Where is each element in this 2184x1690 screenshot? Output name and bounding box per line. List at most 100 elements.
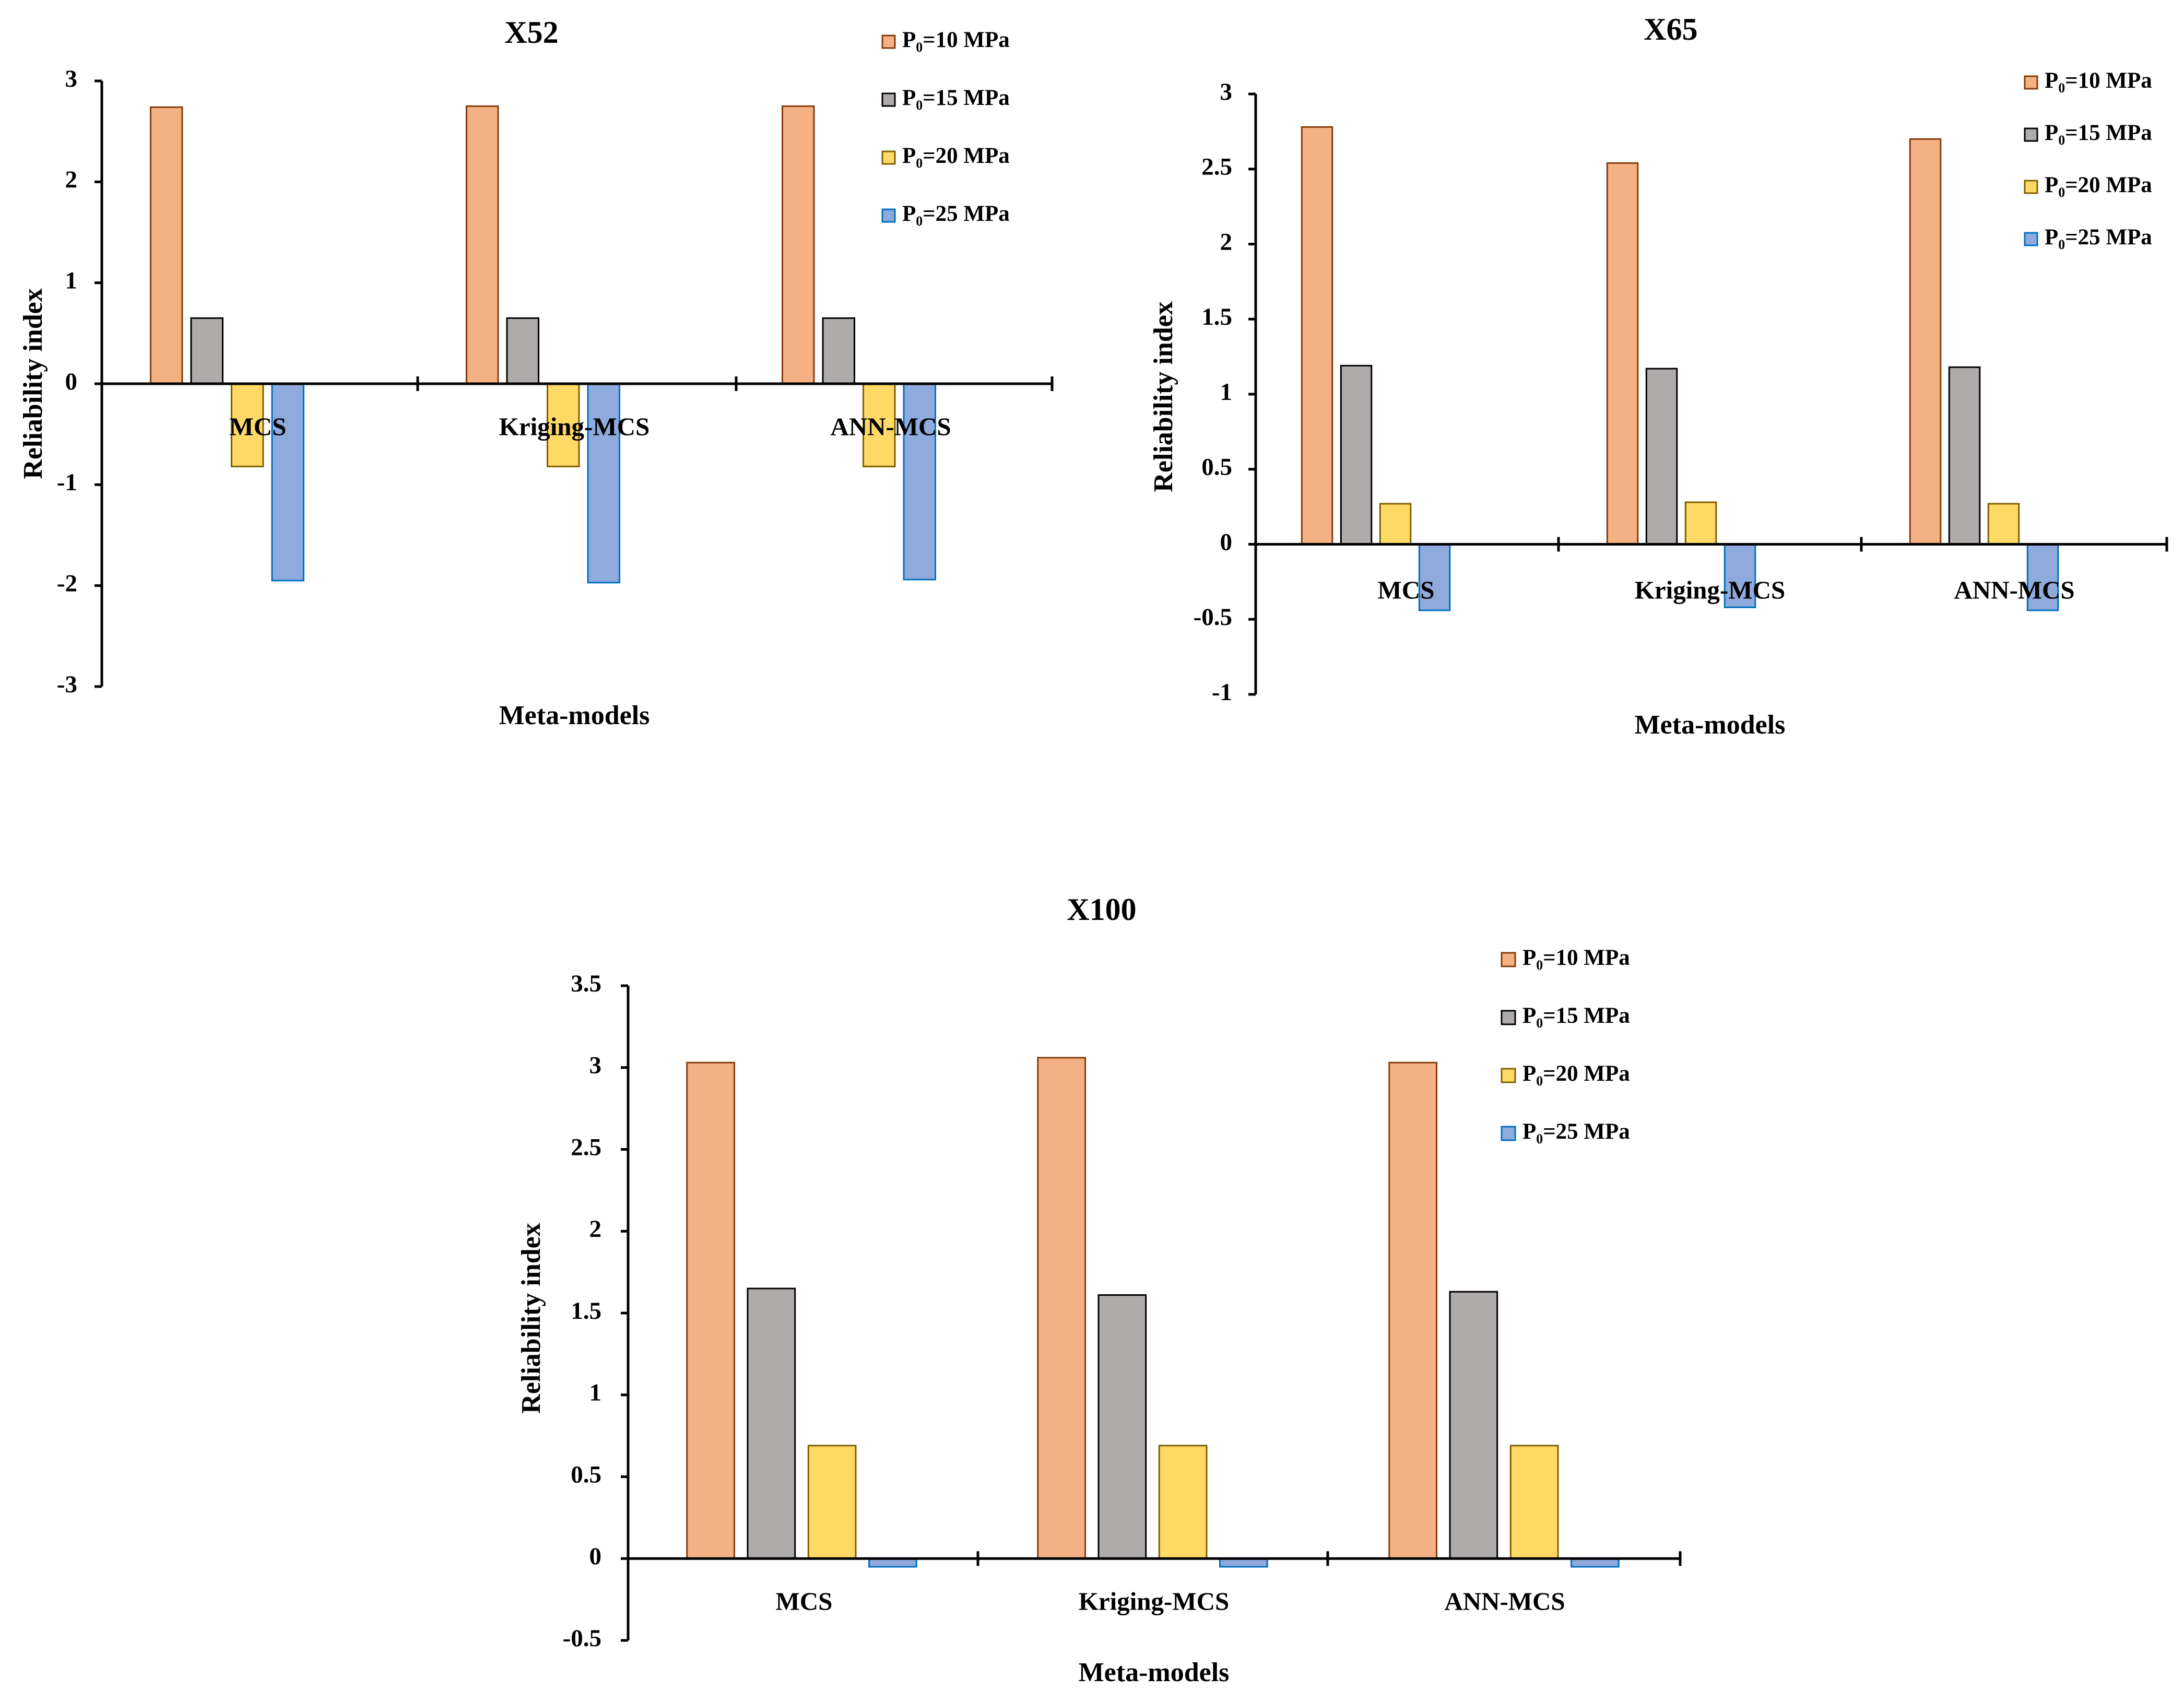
bar-kriging-mcs-series-1 (1606, 162, 1639, 546)
y-tick-label: -1 (57, 469, 77, 496)
legend-label: P₀=20 MPa (2045, 173, 2152, 197)
category-label: Kriging-MCS (1635, 575, 1786, 604)
category-label: ANN-MCS (1444, 1587, 1565, 1615)
chart-title: X52 (504, 15, 558, 50)
y-tick-label: 1 (1220, 379, 1233, 406)
y-tick-label: 1 (589, 1379, 602, 1407)
y-tick-label: 3 (65, 65, 78, 92)
y-tick-label: -2 (57, 570, 77, 597)
legend-label: P₀=15 MPa (1522, 1003, 1630, 1028)
category-label: ANN-MCS (1954, 575, 2074, 604)
legend-swatch (2024, 75, 2038, 90)
y-tick-label: -0.5 (563, 1625, 601, 1652)
legend-swatch (881, 34, 896, 49)
bar-mcs-series-3 (807, 1445, 857, 1559)
legend-label: P₀=25 MPa (902, 202, 1010, 226)
bar-ann-mcs-series-2 (1449, 1291, 1498, 1559)
bar-kriging-mcs-series-1 (1037, 1057, 1087, 1559)
category-label: Kriging-MCS (1079, 1587, 1230, 1615)
x-axis-title: Meta-models (1079, 1658, 1230, 1687)
legend-swatch (1501, 952, 1516, 967)
y-tick-label: 2 (1220, 228, 1233, 255)
bar-kriging-mcs-series-4 (1723, 543, 1756, 608)
bar-mcs-series-1 (1301, 126, 1333, 546)
bar-mcs-series-2 (190, 317, 223, 385)
bar-ann-mcs-series-1 (1388, 1061, 1438, 1559)
bar-mcs-series-3 (1379, 503, 1412, 546)
legend-label: P₀=15 MPa (2045, 121, 2152, 145)
bar-kriging-mcs-series-1 (466, 105, 499, 385)
legend-swatch (881, 208, 896, 223)
category-label: ANN-MCS (830, 412, 951, 441)
x-axis-title: Meta-models (499, 701, 650, 730)
y-tick-label: 1.5 (1201, 303, 1232, 330)
legend-swatch (881, 92, 896, 107)
y-tick-label: 0 (1220, 528, 1233, 556)
y-tick-label: -0.5 (1194, 604, 1232, 631)
bar-ann-mcs-series-2 (1948, 366, 1981, 545)
y-axis-title: Reliability index (18, 288, 48, 479)
legend-label: P₀=10 MPa (902, 28, 1010, 52)
bar-kriging-mcs-series-3 (1158, 1445, 1208, 1559)
legend-swatch (2024, 127, 2038, 142)
legend-swatch (1501, 1068, 1516, 1083)
y-tick-label: 0 (65, 368, 78, 395)
legend-label: P₀=10 MPa (2045, 68, 2152, 93)
bar-mcs-series-4 (271, 383, 304, 582)
bar-ann-mcs-series-4 (903, 383, 936, 581)
chart-title: X65 (1644, 12, 1697, 46)
legend-label: P₀=25 MPa (2045, 225, 2152, 250)
y-tick-label: 1.5 (571, 1297, 601, 1325)
y-tick-label: 3 (589, 1052, 602, 1079)
legend-swatch (881, 150, 896, 165)
legend-label: P₀=15 MPa (902, 86, 1010, 110)
category-label: MCS (1378, 575, 1435, 604)
y-tick-label: 3.5 (571, 970, 601, 997)
bar-mcs-series-2 (1340, 364, 1373, 546)
category-label: MCS (230, 412, 287, 441)
y-tick-label: 0 (589, 1543, 602, 1570)
y-tick-label: 0.5 (1201, 454, 1232, 481)
bar-kriging-mcs-series-2 (506, 317, 539, 385)
bar-kriging-mcs-series-3 (547, 383, 580, 467)
bar-ann-mcs-series-3 (1987, 503, 2020, 546)
bar-ann-mcs-series-3 (1509, 1445, 1559, 1559)
y-tick-label: 1 (65, 267, 78, 294)
y-tick-label: 2 (65, 166, 78, 193)
bar-kriging-mcs-series-4 (587, 383, 620, 584)
x-axis-title: Meta-models (1635, 710, 1786, 740)
y-tick-label: 3 (1220, 78, 1233, 105)
bar-ann-mcs-series-1 (1909, 138, 1942, 546)
legend-label: P₀=20 MPa (1522, 1061, 1630, 1086)
bar-mcs-series-2 (747, 1287, 796, 1559)
chart-x65: X65 -1 -0.5 0 0.5 1 1.5 2 2.5 3 MCS Kriging-MCS ANN-… (1149, 12, 2168, 740)
y-tick-label: 2.5 (571, 1133, 601, 1161)
bar-kriging-mcs-series-2 (1645, 368, 1678, 545)
bar-kriging-mcs-series-2 (1097, 1294, 1147, 1559)
chart-x52: X52 -3 -2 -1 0 1 2 3 MCS Kriging-MCS ANN-MCS Meta-m… (18, 15, 1054, 730)
y-tick-label: -3 (57, 671, 77, 698)
legend-swatch (1501, 1010, 1516, 1025)
y-tick-label: 0.5 (571, 1461, 601, 1488)
category-label: Kriging-MCS (499, 412, 650, 441)
bar-mcs-series-1 (686, 1061, 736, 1559)
y-axis-title: Reliability index (516, 1223, 546, 1413)
chart-title: X100 (1067, 892, 1136, 927)
y-tick-label: 2.5 (1201, 153, 1232, 181)
bar-mcs-series-4 (1418, 543, 1451, 611)
legend-label: P₀=10 MPa (1522, 946, 1630, 970)
legend-swatch (2024, 232, 2038, 246)
legend-swatch (1501, 1126, 1516, 1141)
y-tick-label: -1 (1212, 679, 1232, 706)
bar-mcs-series-3 (231, 383, 264, 467)
chart-x100: X100 -0.5 0 0.5 1 1.5 2 2.5 3 3.5 MCS Kriging-MCS AN… (516, 892, 1682, 1687)
legend-swatch (2024, 180, 2038, 194)
y-tick-label: 2 (589, 1215, 602, 1243)
bar-kriging-mcs-series-3 (1684, 501, 1717, 545)
bar-ann-mcs-series-1 (782, 105, 815, 385)
legend-label: P₀=20 MPa (902, 144, 1010, 168)
y-axis-title: Reliability index (1149, 301, 1178, 492)
legend-label: P₀=25 MPa (1522, 1119, 1630, 1144)
category-label: MCS (776, 1587, 833, 1615)
